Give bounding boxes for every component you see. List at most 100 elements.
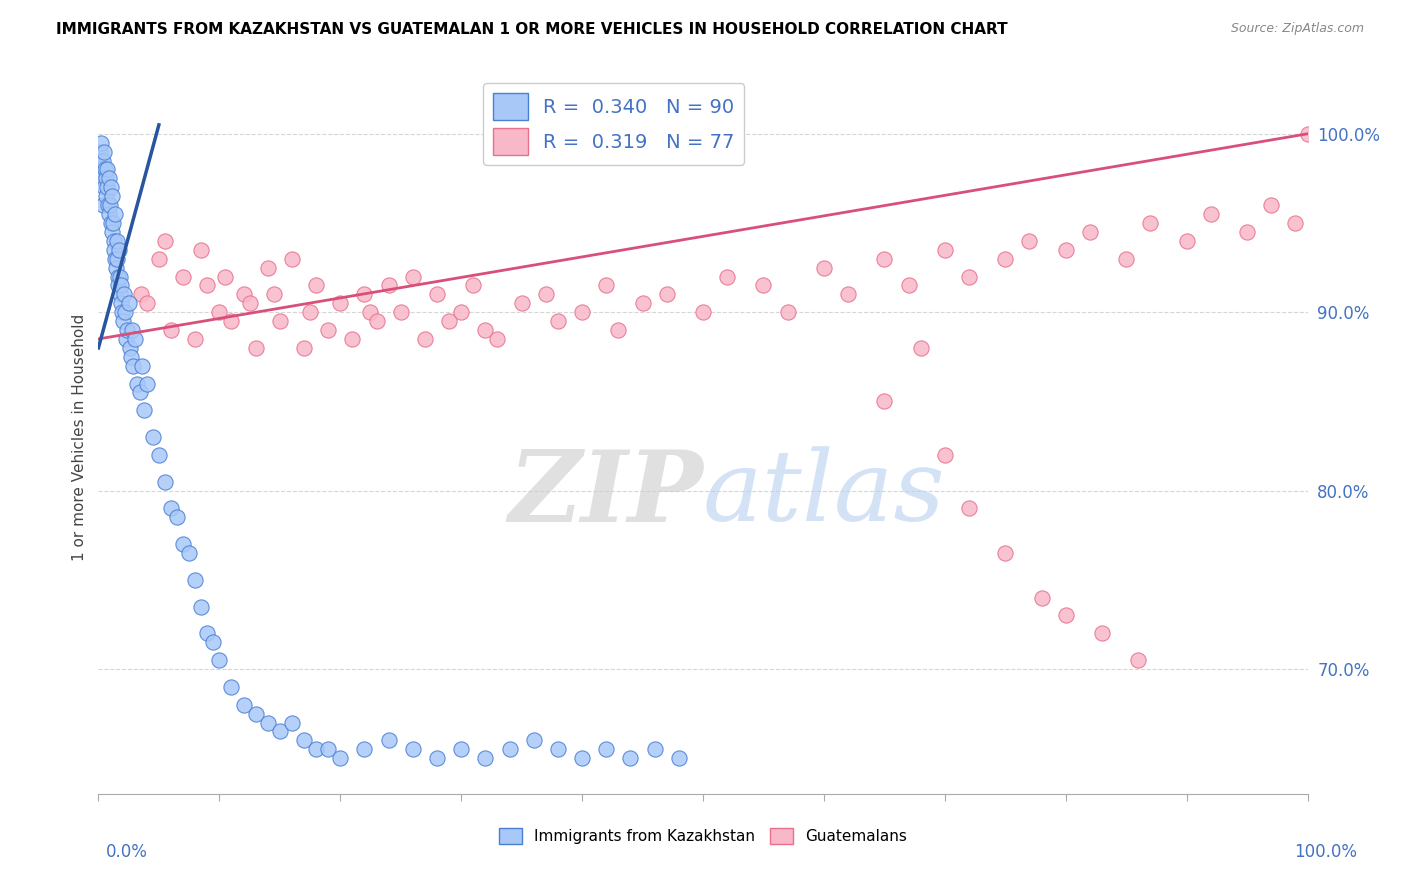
Point — [166, 510, 188, 524]
Point — [299, 305, 322, 319]
Point — [1236, 225, 1258, 239]
Text: Source: ZipAtlas.com: Source: ZipAtlas.com — [1230, 22, 1364, 36]
Point — [316, 742, 339, 756]
Point — [108, 269, 131, 284]
Point — [245, 706, 267, 721]
Point — [486, 332, 509, 346]
Point — [269, 724, 291, 739]
Point — [426, 751, 449, 765]
Point — [111, 314, 134, 328]
Point — [269, 314, 291, 328]
Point — [716, 269, 738, 284]
Point — [752, 278, 775, 293]
Point — [1296, 127, 1319, 141]
Point — [100, 225, 122, 239]
Point — [292, 733, 315, 747]
Point — [1175, 234, 1198, 248]
Point — [547, 314, 569, 328]
Point — [184, 332, 207, 346]
Point — [813, 260, 835, 275]
Point — [221, 680, 243, 694]
Text: 100.0%: 100.0% — [1294, 843, 1357, 861]
Point — [389, 305, 412, 319]
Point — [103, 243, 125, 257]
Point — [110, 278, 132, 293]
Point — [498, 742, 520, 756]
Point — [195, 278, 218, 293]
Point — [413, 332, 436, 346]
Point — [97, 198, 120, 212]
Point — [100, 216, 122, 230]
Point — [402, 742, 425, 756]
Point — [108, 243, 131, 257]
Point — [281, 252, 304, 266]
Point — [426, 287, 449, 301]
Point — [114, 305, 136, 319]
Point — [474, 323, 496, 337]
Point — [692, 305, 714, 319]
Point — [631, 296, 654, 310]
Point — [128, 385, 150, 400]
Point — [523, 733, 546, 747]
Point — [105, 252, 128, 266]
Point — [153, 475, 176, 489]
Point — [776, 305, 799, 319]
Point — [256, 715, 278, 730]
Legend: Immigrants from Kazakhstan, Guatemalans: Immigrants from Kazakhstan, Guatemalans — [492, 822, 914, 850]
Point — [547, 742, 569, 756]
Point — [232, 287, 254, 301]
Point — [534, 287, 557, 301]
Point — [208, 653, 231, 667]
Point — [153, 234, 176, 248]
Point — [571, 305, 593, 319]
Point — [474, 751, 496, 765]
Point — [103, 234, 125, 248]
Point — [135, 376, 157, 391]
Text: IMMIGRANTS FROM KAZAKHSTAN VS GUATEMALAN 1 OR MORE VEHICLES IN HOUSEHOLD CORRELA: IMMIGRANTS FROM KAZAKHSTAN VS GUATEMALAN… — [56, 22, 1008, 37]
Point — [994, 252, 1017, 266]
Text: ZIP: ZIP — [508, 446, 703, 542]
Point — [1128, 653, 1150, 667]
Point — [89, 145, 111, 159]
Point — [934, 243, 956, 257]
Point — [101, 189, 124, 203]
Point — [607, 323, 630, 337]
Point — [118, 341, 141, 355]
Point — [97, 171, 120, 186]
Point — [1031, 591, 1053, 605]
Point — [104, 260, 127, 275]
Point — [120, 350, 142, 364]
Point — [994, 546, 1017, 560]
Point — [342, 332, 364, 346]
Text: atlas: atlas — [703, 447, 946, 541]
Point — [316, 323, 339, 337]
Point — [1054, 243, 1077, 257]
Point — [437, 314, 460, 328]
Point — [644, 742, 666, 756]
Point — [329, 296, 352, 310]
Point — [122, 359, 145, 373]
Point — [94, 162, 117, 177]
Point — [135, 296, 157, 310]
Point — [214, 269, 236, 284]
Point — [366, 314, 388, 328]
Point — [112, 287, 135, 301]
Point — [172, 537, 194, 551]
Point — [96, 162, 118, 177]
Point — [134, 403, 156, 417]
Point — [655, 287, 678, 301]
Point — [571, 751, 593, 765]
Text: 0.0%: 0.0% — [105, 843, 148, 861]
Point — [208, 305, 231, 319]
Point — [172, 269, 194, 284]
Point — [104, 207, 127, 221]
Point — [96, 189, 118, 203]
Point — [239, 296, 262, 310]
Point — [107, 278, 129, 293]
Point — [179, 546, 201, 560]
Point — [245, 341, 267, 355]
Point — [104, 252, 127, 266]
Point — [107, 269, 129, 284]
Point — [127, 376, 149, 391]
Point — [89, 153, 111, 168]
